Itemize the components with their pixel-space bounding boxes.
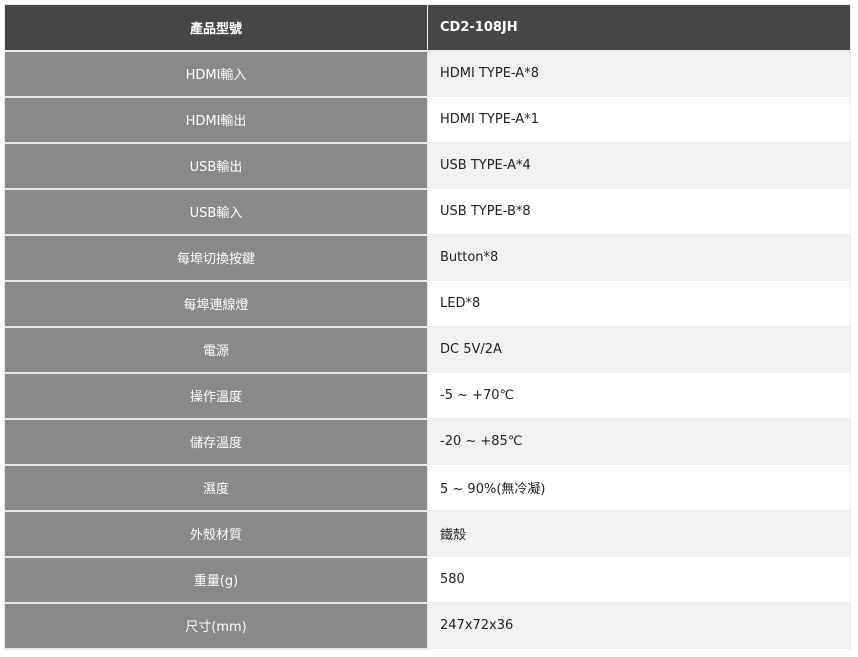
- header-label: 產品型號: [4, 4, 428, 52]
- spec-label: 電源: [4, 326, 428, 374]
- spec-label: 尺寸(mm): [4, 602, 428, 650]
- table-row: 每埠切換按鍵 Button*8: [4, 234, 851, 282]
- spec-label: 濕度: [4, 464, 428, 512]
- table-row: HDMI輸入 HDMI TYPE-A*8: [4, 50, 851, 98]
- table-row: 操作溫度 -5 ~ +70℃: [4, 372, 851, 420]
- spec-value: -5 ~ +70℃: [427, 372, 851, 419]
- spec-value: DC 5V/2A: [427, 326, 851, 373]
- spec-value: 247x72x36: [427, 602, 851, 649]
- spec-label: 外殼材質: [4, 510, 428, 558]
- spec-label: 儲存溫度: [4, 418, 428, 466]
- table-row: 儲存溫度 -20 ~ +85℃: [4, 418, 851, 466]
- spec-label: 每埠切換按鍵: [4, 234, 428, 282]
- table-row: 電源 DC 5V/2A: [4, 326, 851, 374]
- spec-value: 鐵殼: [427, 510, 851, 557]
- spec-label: 每埠連線燈: [4, 280, 428, 328]
- table-row: USB輸入 USB TYPE-B*8: [4, 188, 851, 236]
- table-row: 外殼材質 鐵殼: [4, 510, 851, 558]
- spec-value: HDMI TYPE-A*8: [427, 50, 851, 97]
- spec-label: 重量(g): [4, 556, 428, 604]
- spec-label: HDMI輸出: [4, 96, 428, 144]
- table-row: 每埠連線燈 LED*8: [4, 280, 851, 328]
- spec-value: 5 ~ 90%(無冷凝): [427, 464, 851, 511]
- table-row: USB輸出 USB TYPE-A*4: [4, 142, 851, 190]
- spec-label: 操作溫度: [4, 372, 428, 420]
- table-row: HDMI輸出 HDMI TYPE-A*1: [4, 96, 851, 144]
- table-header-row: 產品型號 CD2-108JH: [4, 4, 851, 52]
- spec-value: USB TYPE-A*4: [427, 142, 851, 189]
- spec-value: 580: [427, 556, 851, 603]
- table-row: 尺寸(mm) 247x72x36: [4, 602, 851, 650]
- spec-value: HDMI TYPE-A*1: [427, 96, 851, 143]
- spec-value: -20 ~ +85℃: [427, 418, 851, 465]
- spec-table: 產品型號 CD2-108JH HDMI輸入 HDMI TYPE-A*8 HDMI輸出…: [4, 4, 851, 650]
- spec-label: USB輸出: [4, 142, 428, 190]
- header-value: CD2-108JH: [427, 4, 851, 52]
- spec-label: HDMI輸入: [4, 50, 428, 98]
- spec-label: USB輸入: [4, 188, 428, 236]
- table-row: 濕度 5 ~ 90%(無冷凝): [4, 464, 851, 512]
- spec-value: USB TYPE-B*8: [427, 188, 851, 235]
- spec-value: Button*8: [427, 234, 851, 281]
- table-row: 重量(g) 580: [4, 556, 851, 604]
- spec-value: LED*8: [427, 280, 851, 327]
